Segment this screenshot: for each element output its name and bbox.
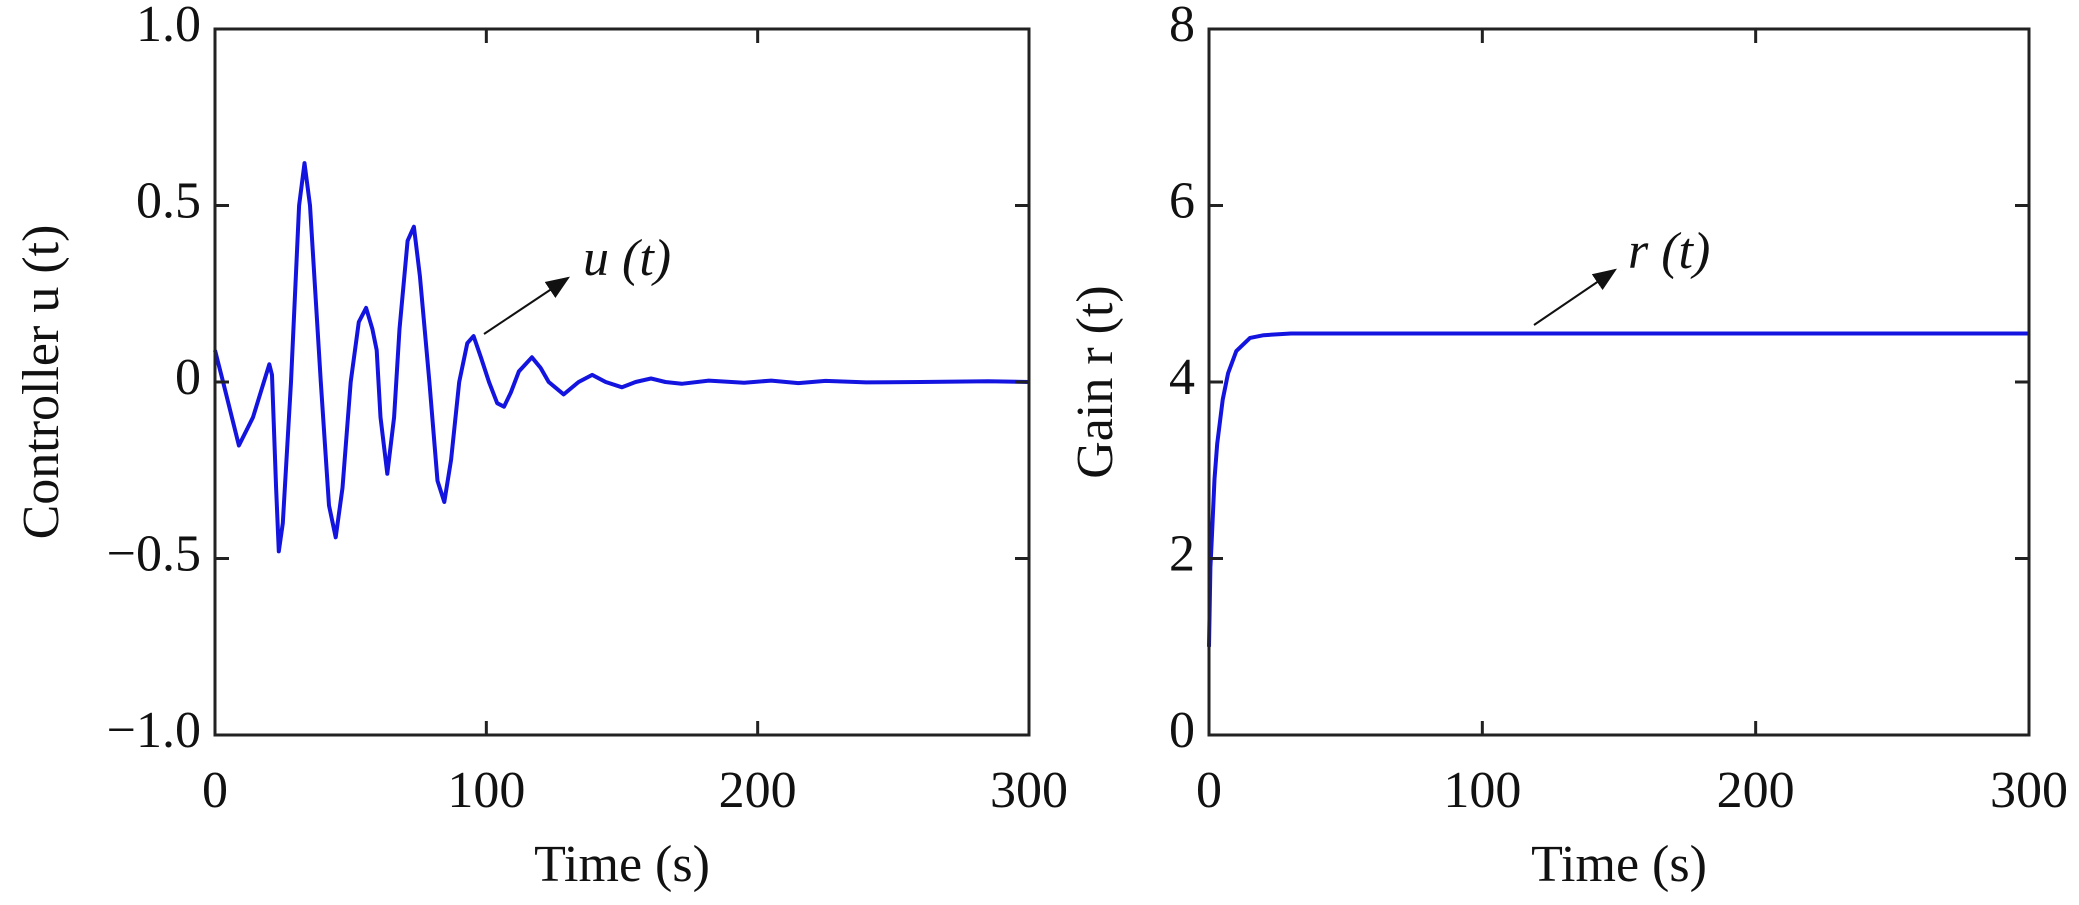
y-tick-label: 2 <box>1169 525 1195 582</box>
x-tick-label: 300 <box>1990 762 2068 819</box>
y-tick-label: 0 <box>175 349 201 406</box>
annotation: r (t) <box>1628 223 1710 280</box>
x-tick-label: 200 <box>719 762 797 819</box>
x-tick-label: 0 <box>202 762 228 819</box>
plot-frame <box>1207 27 2031 737</box>
y-tick-label: −0.5 <box>107 525 201 582</box>
x-axis-label: Time (s) <box>534 836 710 893</box>
x-tick-label: 200 <box>1717 762 1795 819</box>
y-tick-label: 1.0 <box>136 0 201 53</box>
annotation-arrow <box>483 276 570 335</box>
annotation: u (t) <box>583 230 671 287</box>
y-tick-label: 6 <box>1169 172 1195 229</box>
y-tick-label: 4 <box>1169 349 1195 406</box>
x-tick-label: 300 <box>990 762 1068 819</box>
x-tick-label: 100 <box>447 762 525 819</box>
data-line <box>1207 331 2029 647</box>
data-line <box>213 161 1030 554</box>
annotation-arrow <box>1533 268 1617 326</box>
y-tick-label: 0.5 <box>136 172 201 229</box>
x-tick-label: 0 <box>1196 762 1222 819</box>
x-tick-label: 100 <box>1443 762 1521 819</box>
x-axis-label: Time (s) <box>1531 836 1707 893</box>
y-tick-label: 0 <box>1169 702 1195 759</box>
y-tick-label: −1.0 <box>107 702 201 759</box>
y-tick-label: 8 <box>1169 0 1195 53</box>
y-axis-label: Gain r (t) <box>1067 285 1124 478</box>
y-axis-label: Controller u (t) <box>13 225 70 540</box>
